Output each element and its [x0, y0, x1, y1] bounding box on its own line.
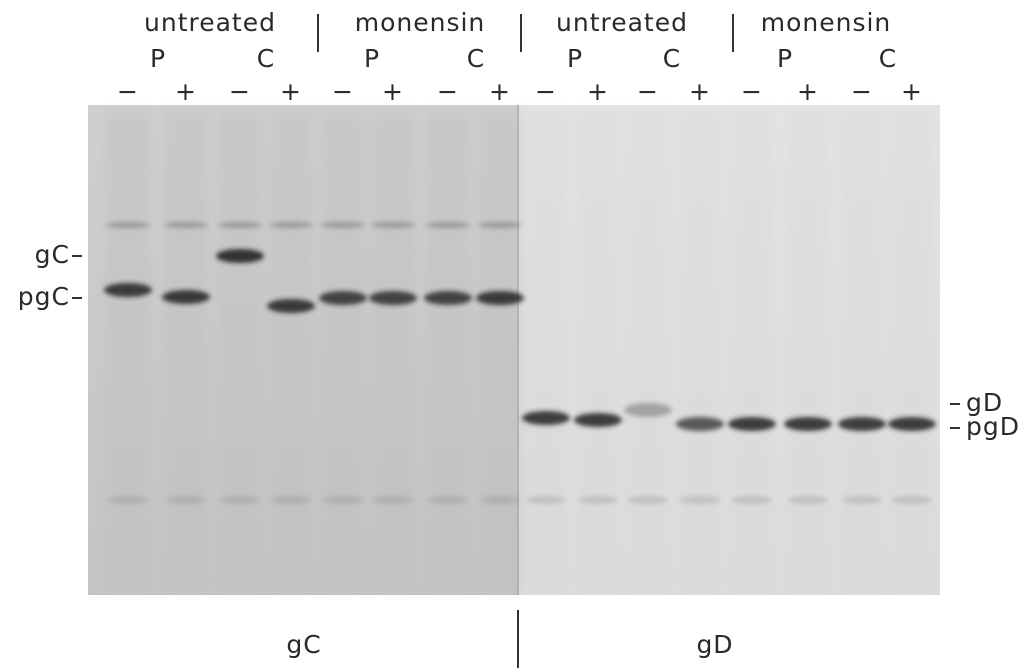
lane-sign: + — [797, 77, 819, 106]
band — [319, 291, 367, 305]
faint-band — [218, 222, 262, 228]
lane-sign: + — [901, 77, 923, 106]
lane-streak — [678, 110, 722, 590]
faint-band — [271, 496, 311, 504]
lane-streak — [321, 110, 365, 590]
faint-band — [478, 222, 522, 228]
faint-band — [164, 222, 208, 228]
band — [216, 249, 264, 263]
faint-band — [788, 496, 828, 504]
lane-streak — [576, 110, 620, 590]
group-label: untreated — [556, 8, 688, 37]
band — [369, 291, 417, 305]
faint-band — [480, 496, 520, 504]
band — [888, 417, 936, 431]
lane-label: C — [467, 44, 485, 73]
lane-sign: + — [382, 77, 404, 106]
lane-streak — [786, 110, 830, 590]
group-label: monensin — [761, 8, 892, 37]
lane-label: C — [663, 44, 681, 73]
lane-sign: + — [175, 77, 197, 106]
lane-streak — [524, 110, 568, 590]
right-marker: pgD — [966, 412, 1020, 441]
faint-band — [371, 222, 415, 228]
band — [267, 299, 315, 313]
lane-streak — [840, 110, 884, 590]
band — [104, 283, 152, 297]
faint-band — [428, 496, 468, 504]
lane-streak — [269, 110, 313, 590]
lane-label: C — [879, 44, 897, 73]
faint-band — [426, 222, 470, 228]
lane-sign: + — [689, 77, 711, 106]
lane-sign: − — [851, 77, 873, 106]
faint-band — [892, 496, 932, 504]
faint-band — [106, 222, 150, 228]
band — [162, 290, 210, 304]
faint-band — [323, 496, 363, 504]
faint-band — [373, 496, 413, 504]
lane-sign: − — [117, 77, 139, 106]
group-label: monensin — [355, 8, 486, 37]
faint-band — [526, 496, 566, 504]
lane-sign: − — [535, 77, 557, 106]
lane-streak — [371, 110, 415, 590]
band — [476, 291, 524, 305]
lane-streak — [164, 110, 208, 590]
band — [574, 413, 622, 427]
lane-streak — [730, 110, 774, 590]
faint-band — [321, 222, 365, 228]
lane-label: C — [257, 44, 275, 73]
band — [676, 417, 724, 431]
lane-streak — [890, 110, 934, 590]
lane-streak — [106, 110, 150, 590]
lane-streak — [218, 110, 262, 590]
panel-label: gD — [696, 630, 733, 659]
left-marker: gC — [35, 240, 70, 269]
lane-streak — [426, 110, 470, 590]
faint-band — [220, 496, 260, 504]
faint-band — [108, 496, 148, 504]
lane-sign: + — [587, 77, 609, 106]
faint-band — [578, 496, 618, 504]
right-marker: gD — [966, 388, 1003, 417]
left-marker: pgC — [18, 282, 70, 311]
lane-streak — [478, 110, 522, 590]
faint-band — [680, 496, 720, 504]
lane-sign: − — [741, 77, 763, 106]
faint-band — [269, 222, 313, 228]
faint-band — [732, 496, 772, 504]
band — [784, 417, 832, 431]
faint-band — [842, 496, 882, 504]
lane-sign: + — [489, 77, 511, 106]
group-label: untreated — [144, 8, 276, 37]
lane-label: P — [364, 44, 380, 73]
lane-sign: − — [637, 77, 659, 106]
band — [424, 291, 472, 305]
lane-sign: − — [229, 77, 251, 106]
band — [838, 417, 886, 431]
lane-streak — [626, 110, 670, 590]
faint-band — [628, 496, 668, 504]
lane-label: P — [777, 44, 793, 73]
faint-band — [166, 496, 206, 504]
band — [728, 417, 776, 431]
band — [624, 403, 672, 417]
lane-label: P — [150, 44, 166, 73]
lane-sign: − — [437, 77, 459, 106]
lane-sign: − — [332, 77, 354, 106]
panel-label: gC — [286, 630, 321, 659]
lane-sign: + — [280, 77, 302, 106]
band — [522, 411, 570, 425]
lane-label: P — [567, 44, 583, 73]
